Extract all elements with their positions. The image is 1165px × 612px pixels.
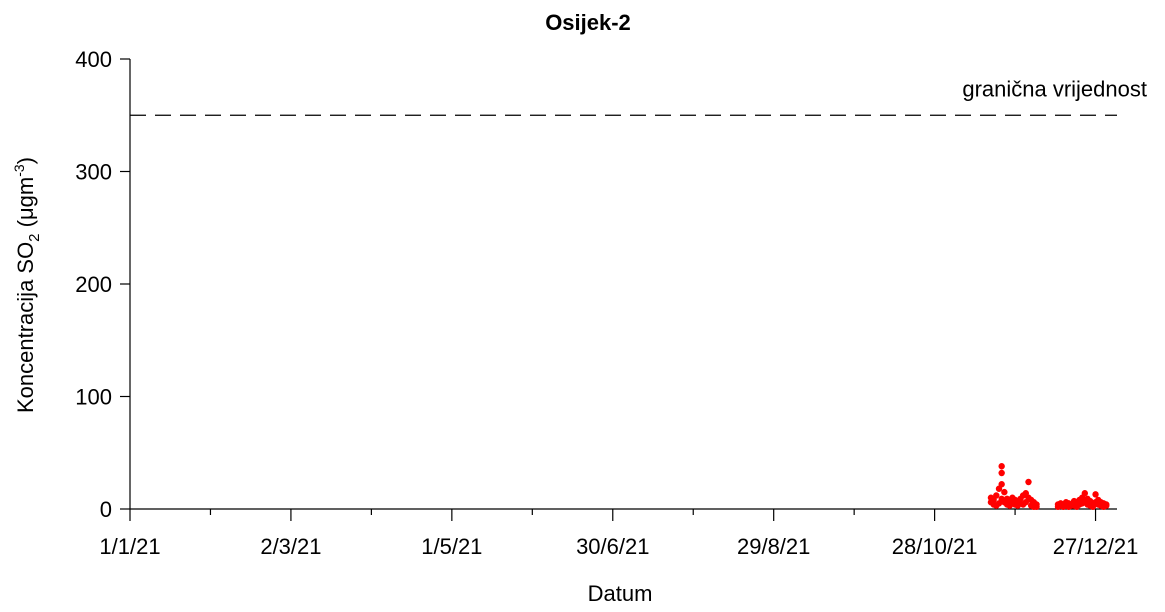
data-point-0-66	[1092, 491, 1099, 498]
x-tick-label-2: 1/5/21	[421, 534, 482, 559]
y-axis: 0 100 200 300 400	[75, 47, 131, 522]
y-axis-title-main: Koncentracija SO	[13, 242, 38, 413]
data-point-0-30	[1025, 478, 1032, 486]
y-axis-title-unit-end: )	[13, 157, 38, 164]
chart-title: Osijek-2	[545, 10, 631, 35]
data-point-0-9	[998, 469, 1005, 477]
y-axis-title-subscript: 2	[26, 233, 43, 241]
y-tick-label-0: 0	[100, 497, 112, 522]
y-axis-title: Koncentracija SO2 (μgm-3)	[11, 157, 43, 413]
y-axis-title-unit: (μgm	[13, 177, 38, 234]
y-tick-label-100: 100	[75, 385, 112, 410]
data-point-0-58	[1081, 490, 1089, 497]
data-point-0-10	[998, 481, 1005, 488]
data-point-0-12	[1001, 488, 1008, 496]
x-tick-label-5: 28/10/21	[892, 534, 978, 559]
data-points	[987, 463, 1110, 510]
data-point-0-8	[998, 463, 1005, 470]
data-point-0-4	[993, 492, 1000, 499]
y-tick-label-200: 200	[75, 272, 112, 297]
y-tick-label-400: 400	[75, 47, 112, 72]
y-tick-label-300: 300	[75, 160, 112, 185]
x-tick-label-1: 2/3/21	[260, 534, 321, 559]
data-point-0-37	[1033, 503, 1040, 510]
x-tick-label-0: 1/1/21	[99, 534, 160, 559]
x-tick-label-4: 29/8/21	[737, 534, 810, 559]
x-axis-title: Datum	[588, 581, 653, 606]
x-axis: 1/1/21 2/3/21 1/5/21 30/6/21 29/8/21 28/10/21…	[99, 508, 1139, 559]
x-tick-label-6: 27/12/21	[1053, 534, 1139, 559]
y-axis-title-superscript: -3	[11, 164, 27, 177]
limit-line-label: granična vrijednost	[962, 76, 1147, 101]
data-point-0-75	[1103, 502, 1110, 509]
x-tick-label-3: 30/6/21	[576, 534, 649, 559]
